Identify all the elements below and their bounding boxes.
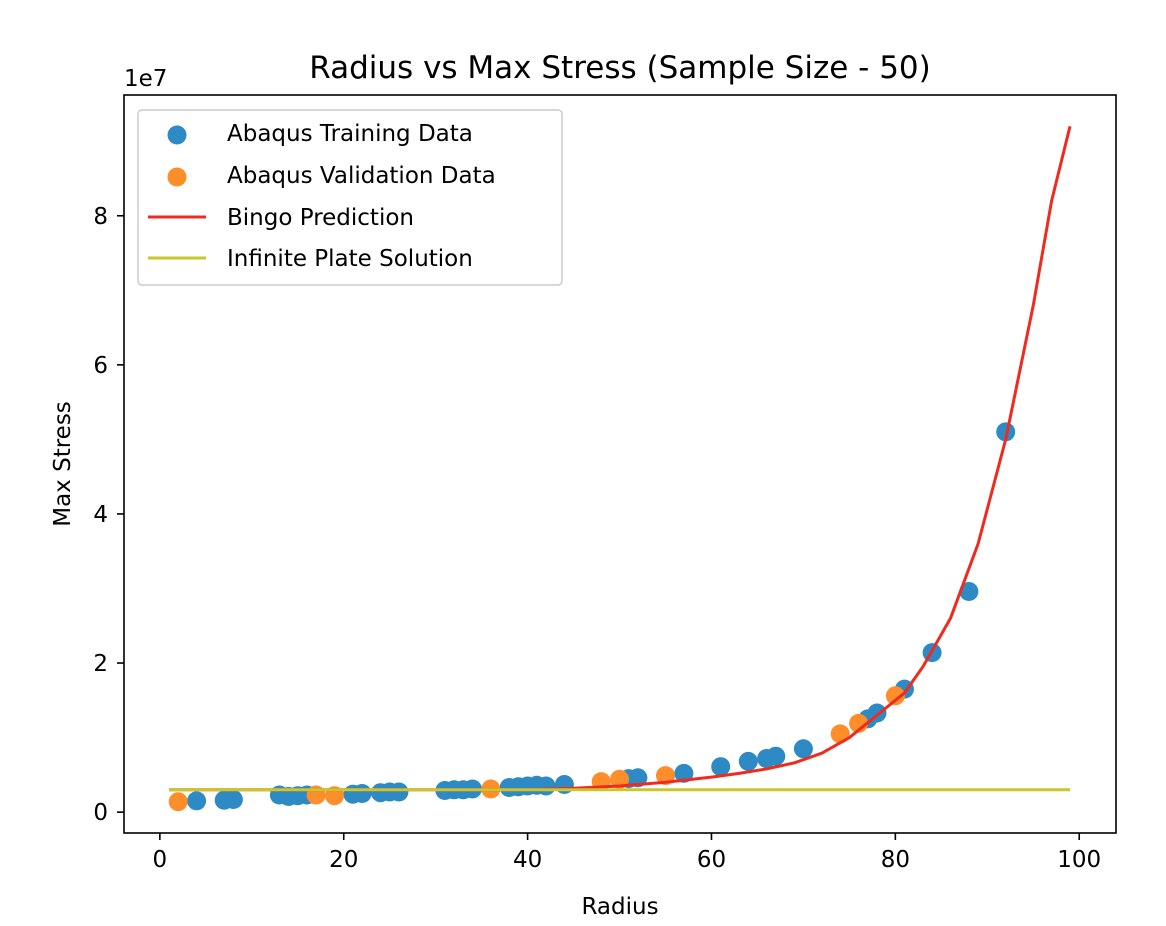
legend-frame <box>137 109 563 286</box>
x-tick-label: 80 <box>881 847 910 873</box>
plot-frame <box>123 94 1117 834</box>
plot-area <box>168 125 1072 812</box>
abaqus-training-data-point <box>674 763 694 783</box>
abaqus-training-data-point <box>389 782 409 802</box>
y-axis-label: Max Stress <box>50 401 76 527</box>
y-tick-label: 2 <box>93 651 108 677</box>
legend-label-training: Abaqus Training Data <box>227 121 473 147</box>
legend: Abaqus Training Data Abaqus Validation D… <box>137 109 563 286</box>
abaqus-training-data-point <box>738 751 758 771</box>
legend-label-infinite-plate: Infinite Plate Solution <box>227 246 473 272</box>
legend-marker-training <box>167 125 187 145</box>
abaqus-training-data-point <box>766 746 786 766</box>
abaqus-training-data-point <box>959 582 979 601</box>
abaqus-training-data-point <box>223 790 243 809</box>
abaqus-training-data-point <box>536 776 556 796</box>
x-tick-label: 20 <box>329 847 358 873</box>
y-tick-label: 4 <box>93 502 108 528</box>
x-tick-label: 100 <box>1057 847 1101 873</box>
abaqus-training-data-point <box>996 422 1016 442</box>
abaqus-training-data-point <box>628 768 648 788</box>
abaqus-validation-data-point <box>168 792 188 812</box>
x-axis-label: Radius <box>581 894 658 920</box>
legend-label-bingo: Bingo Prediction <box>227 205 414 231</box>
chart-title: Radius vs Max Stress (Sample Size - 50) <box>309 50 930 86</box>
y-tick-label: 6 <box>93 353 108 379</box>
y-multiplier-label: 1e7 <box>124 66 167 92</box>
abaqus-training-data-point <box>793 739 813 759</box>
y-axis-ticks: 0 2 4 6 8 <box>93 204 124 826</box>
x-axis-ticks: 0 20 40 60 80 100 <box>153 833 1101 873</box>
abaqus-training-data-point <box>187 791 207 811</box>
legend-label-validation: Abaqus Validation Data <box>227 163 496 189</box>
y-tick-label: 0 <box>93 800 108 826</box>
legend-marker-validation <box>167 167 187 187</box>
y-tick-label: 8 <box>93 204 108 230</box>
x-tick-label: 60 <box>697 847 726 873</box>
x-tick-label: 40 <box>513 847 542 873</box>
abaqus-validation-data-point <box>885 686 905 706</box>
abaqus-training-data-point <box>352 784 372 803</box>
x-tick-label: 0 <box>153 847 168 873</box>
abaqus-validation-data-point <box>610 769 629 789</box>
abaqus-training-data-point <box>711 757 731 777</box>
